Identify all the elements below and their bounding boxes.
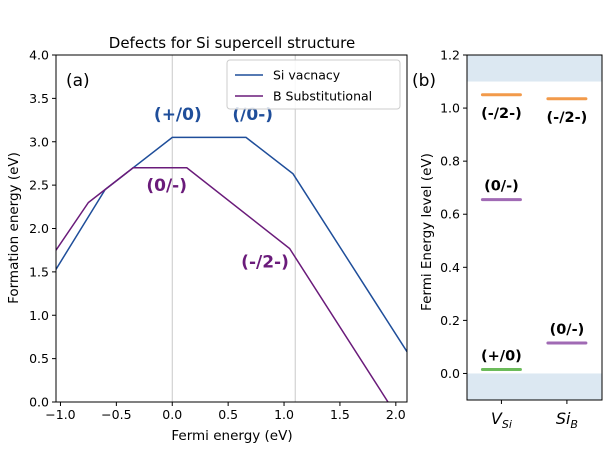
panel-b-label: (b) [412, 71, 436, 91]
defect-level-label: (0/-) [550, 322, 585, 338]
x-tick-label: −0.5 [101, 407, 131, 422]
x-axis-label: Fermi energy (eV) [171, 428, 292, 444]
transition-label: (+/0) [154, 105, 202, 125]
y-tick-label-b: 0.2 [440, 313, 460, 328]
x-category-label: VSi [491, 409, 512, 431]
panel-a-chart: Defects for Si supercell structure −1.0−… [6, 34, 408, 444]
series-line-b-substitutional [56, 167, 389, 402]
chart-title: Defects for Si supercell structure [109, 34, 355, 52]
band-shade [467, 373, 602, 400]
transition-label: (-/2-) [241, 253, 289, 273]
x-tick-label: 1.0 [274, 407, 294, 422]
y-tick-label-b: 0.4 [440, 260, 460, 275]
panel-a-plot-area: −1.0 −0.5 0.0 0.5 1.0 1.5 2.0 0.0 0.5 1.0 1.5 2.0 2.… [29, 48, 407, 422]
panel-b-plot-area: 0.0 0.2 0.4 0.6 0.8 1.0 1.2 VSi SiB (-/2-) (0/-) (+… [440, 48, 602, 431]
panel-b-chart: 0.0 0.2 0.4 0.6 0.8 1.0 1.2 VSi SiB (-/2-) (0/-) (+… [412, 48, 603, 431]
series-line-si-vacancy [56, 136, 407, 353]
y-tick-label-b: 1.2 [440, 48, 460, 63]
legend: Si vacnacy B Substitutional [226, 59, 401, 110]
defect-level-label: (-/2-) [481, 106, 522, 122]
defect-level-label: (+/0) [481, 348, 522, 364]
y-axis-label-b: Fermi Energy level (eV) [419, 153, 435, 311]
band-shade [467, 55, 602, 82]
panel-a-label: (a) [66, 71, 90, 91]
legend-label-si-vacancy: Si vacnacy [273, 68, 341, 83]
y-tick-label: 0.0 [29, 395, 49, 410]
x-tick-label: 0.0 [162, 407, 182, 422]
y-tick-label: 1.5 [29, 264, 49, 279]
y-tick-label: 1.0 [29, 308, 49, 323]
y-tick-label-b: 0.6 [440, 207, 460, 222]
x-tick-label: 1.5 [330, 407, 350, 422]
defect-level-label: (-/2-) [547, 110, 588, 126]
transition-label: (0/-) [146, 176, 187, 196]
x-tick-label: 0.5 [218, 407, 238, 422]
x-category-label: SiB [556, 409, 578, 431]
y-tick-label: 4.0 [29, 48, 49, 63]
legend-label-b-substitutional: B Substitutional [273, 89, 372, 104]
legend-box [226, 59, 401, 110]
y-tick-label: 3.5 [29, 91, 49, 106]
panel-b-frame [466, 54, 603, 401]
y-tick-label-b: 0.8 [440, 154, 460, 169]
x-tick-label: 2.0 [386, 407, 406, 422]
defect-level-label: (0/-) [484, 179, 519, 195]
transition-label: (/0-) [232, 105, 273, 125]
y-tick-label: 3.0 [29, 134, 49, 149]
y-tick-label-b: 1.0 [440, 101, 460, 116]
y-tick-label: 2.5 [29, 178, 49, 193]
y-tick-label: 2.0 [29, 221, 49, 236]
y-axis-label: Formation energy (eV) [6, 152, 22, 304]
panel-a-frame [55, 54, 408, 403]
x-tick-label: −1.0 [45, 407, 75, 422]
y-tick-label: 0.5 [29, 351, 49, 366]
y-tick-label-b: 0.0 [440, 366, 460, 381]
